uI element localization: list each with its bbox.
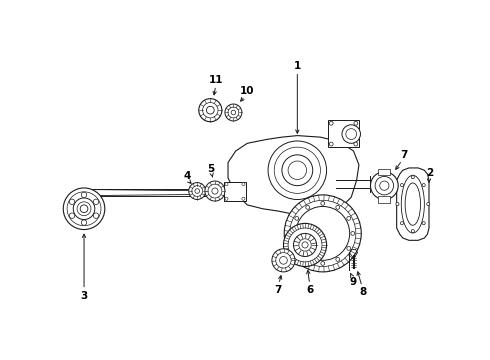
Circle shape [242, 183, 245, 186]
Text: 9: 9 [350, 277, 357, 287]
Circle shape [354, 121, 358, 125]
Circle shape [321, 202, 325, 205]
Circle shape [354, 142, 358, 146]
Circle shape [67, 192, 101, 226]
Circle shape [231, 110, 236, 115]
Circle shape [192, 186, 203, 197]
Circle shape [274, 147, 320, 193]
Circle shape [342, 125, 361, 143]
Bar [378, 169, 391, 175]
Circle shape [63, 188, 105, 230]
Circle shape [268, 141, 326, 199]
Circle shape [203, 103, 218, 118]
Circle shape [228, 107, 239, 118]
Circle shape [70, 199, 75, 204]
Circle shape [81, 220, 87, 225]
Circle shape [329, 121, 333, 125]
Circle shape [93, 213, 98, 219]
Circle shape [283, 223, 326, 266]
Text: 7: 7 [400, 150, 407, 160]
Ellipse shape [405, 183, 420, 225]
Circle shape [329, 142, 333, 146]
Bar [378, 197, 391, 203]
Circle shape [225, 104, 242, 121]
Circle shape [205, 181, 225, 201]
Circle shape [306, 257, 310, 261]
Circle shape [422, 184, 425, 186]
Circle shape [336, 206, 340, 209]
Circle shape [242, 197, 245, 200]
Circle shape [302, 242, 308, 248]
Circle shape [294, 233, 317, 256]
Circle shape [77, 202, 91, 216]
Circle shape [375, 176, 393, 195]
Circle shape [380, 181, 389, 190]
Circle shape [296, 206, 350, 260]
Circle shape [93, 199, 98, 204]
Circle shape [73, 198, 95, 220]
Circle shape [295, 247, 298, 250]
Circle shape [199, 99, 222, 122]
Circle shape [427, 203, 430, 206]
Text: 8: 8 [359, 287, 367, 297]
Circle shape [195, 189, 199, 193]
Circle shape [280, 256, 287, 264]
Text: 5: 5 [207, 164, 215, 174]
Circle shape [346, 129, 357, 139]
Text: 1: 1 [294, 61, 301, 71]
Bar [224, 182, 245, 201]
Circle shape [206, 106, 214, 114]
Circle shape [336, 257, 340, 261]
Circle shape [81, 192, 87, 198]
Circle shape [347, 247, 351, 250]
Circle shape [321, 261, 325, 265]
Bar [328, 120, 359, 147]
Circle shape [80, 205, 88, 213]
Circle shape [284, 195, 361, 272]
Circle shape [70, 213, 75, 219]
Circle shape [288, 161, 307, 180]
Circle shape [212, 188, 218, 194]
Circle shape [290, 200, 356, 266]
Polygon shape [397, 168, 429, 240]
Circle shape [400, 222, 403, 225]
Circle shape [295, 216, 298, 220]
Circle shape [347, 216, 351, 220]
Circle shape [276, 253, 291, 268]
Circle shape [370, 172, 398, 199]
Circle shape [351, 231, 355, 235]
Circle shape [291, 231, 294, 235]
Text: 11: 11 [209, 75, 224, 85]
Circle shape [272, 249, 295, 272]
Text: 6: 6 [307, 285, 314, 294]
Text: 3: 3 [80, 291, 88, 301]
Circle shape [396, 203, 399, 206]
Circle shape [400, 184, 403, 186]
Text: 4: 4 [184, 171, 191, 181]
Text: 2: 2 [426, 167, 433, 177]
Circle shape [299, 239, 311, 251]
Polygon shape [84, 189, 228, 195]
Circle shape [306, 206, 310, 209]
Circle shape [282, 155, 313, 186]
Circle shape [288, 228, 322, 262]
Circle shape [411, 230, 415, 233]
Circle shape [225, 183, 228, 186]
Circle shape [225, 197, 228, 200]
Text: 7: 7 [274, 285, 282, 294]
Text: 10: 10 [240, 86, 254, 96]
Circle shape [422, 222, 425, 225]
Ellipse shape [401, 175, 424, 233]
Circle shape [411, 176, 415, 179]
Polygon shape [228, 136, 359, 216]
Circle shape [189, 183, 206, 199]
Circle shape [208, 184, 222, 198]
